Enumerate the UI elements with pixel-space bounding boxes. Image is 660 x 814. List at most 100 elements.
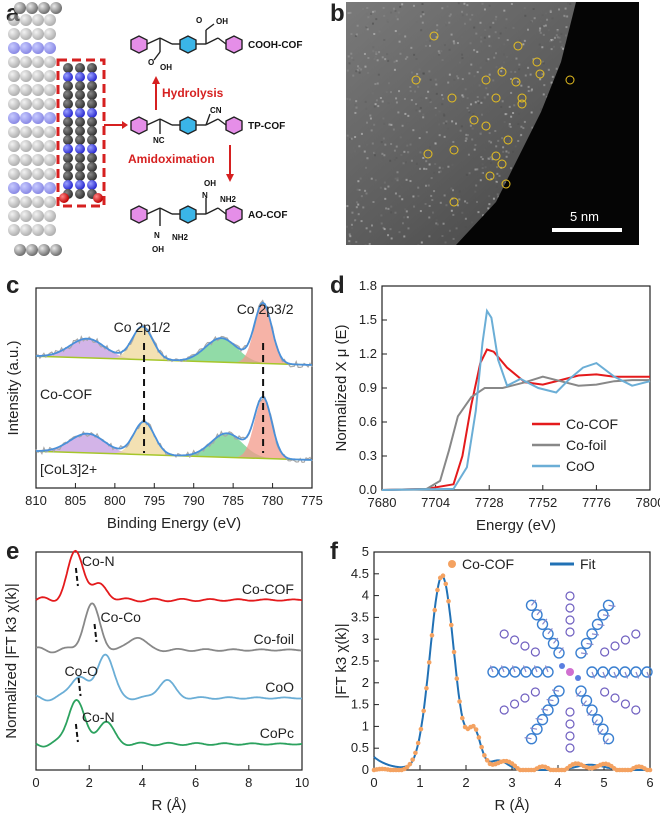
svg-text:NC: NC (153, 136, 165, 145)
chart-c-xps: 810 805 800 795 790 785 780 775 Binding Energy (… (5, 287, 323, 532)
stem-texture (422, 113, 425, 116)
stem-texture (375, 18, 378, 21)
stem-texture (366, 13, 369, 16)
x-tick-label: 780 (262, 493, 284, 508)
stem-texture (356, 188, 359, 191)
stem-texture (513, 104, 516, 107)
stem-texture (378, 30, 381, 33)
stem-texture (372, 200, 375, 203)
atom (75, 117, 85, 127)
y-tick-label: 0.3 (359, 448, 377, 463)
stem-texture (439, 201, 442, 204)
stem-texture (358, 145, 361, 148)
stem-texture (385, 207, 388, 210)
stem-texture (390, 237, 393, 240)
atom (87, 135, 97, 145)
stem-texture (421, 11, 424, 14)
ring (520, 666, 532, 678)
stem-texture (355, 240, 358, 243)
stem-texture (416, 73, 419, 76)
stem-texture (396, 179, 399, 182)
stem-texture (421, 21, 424, 24)
ring (620, 699, 631, 709)
atom (20, 126, 32, 138)
stem-texture (530, 89, 533, 92)
stem-texture (518, 68, 521, 71)
stem-texture (494, 18, 497, 21)
peak-marker (74, 723, 79, 743)
stem-texture (372, 225, 375, 228)
peak-marker (93, 623, 98, 643)
stem-texture (364, 189, 367, 192)
atom-marker (485, 171, 495, 181)
peak-annotation: Co-N (82, 709, 115, 725)
stem-texture (479, 66, 482, 69)
stem-texture (476, 50, 479, 53)
stem-texture (436, 24, 439, 27)
stem-texture (370, 177, 373, 180)
svg-text:O: O (148, 58, 154, 67)
stem-texture (400, 186, 403, 189)
stem-texture (465, 133, 468, 136)
stem-texture (429, 78, 432, 81)
stem-texture (422, 72, 425, 75)
ring (565, 591, 575, 601)
stem-texture (427, 184, 430, 187)
atom (44, 84, 56, 96)
stem-texture (448, 229, 451, 232)
stem-texture (383, 154, 386, 157)
spoke (524, 737, 532, 740)
atom (32, 182, 44, 194)
stem-texture (518, 39, 521, 42)
stem-texture (443, 135, 446, 138)
stem-texture (474, 144, 477, 147)
stem-texture (457, 77, 460, 80)
stem-texture (406, 122, 409, 125)
cof-stack-illustration (8, 2, 103, 256)
stem-texture (435, 222, 438, 225)
stem-texture (569, 2, 572, 5)
stem-texture (383, 228, 386, 231)
data-point (443, 581, 449, 587)
stem-texture (520, 133, 523, 136)
stem-texture (398, 231, 401, 234)
stem-texture (395, 97, 398, 100)
ring (536, 713, 549, 726)
stem-texture (505, 18, 508, 21)
stem-texture (510, 78, 513, 81)
atom (32, 168, 44, 180)
stem-texture (387, 82, 390, 85)
data-point (418, 726, 424, 732)
ring (553, 647, 565, 659)
stem-texture (396, 177, 399, 180)
stem-texture (441, 94, 444, 97)
atom (38, 2, 50, 14)
stem-texture (424, 44, 427, 47)
stem-texture (476, 168, 479, 171)
x-tick-label: 800 (104, 493, 126, 508)
stem-texture (547, 68, 550, 71)
stem-texture (401, 124, 404, 127)
ring (565, 615, 575, 625)
stem-texture (356, 69, 359, 72)
stem-texture (544, 24, 547, 27)
atom (8, 210, 20, 222)
stem-texture (469, 124, 472, 127)
stem-texture (346, 134, 349, 137)
x-tick-label: 7680 (368, 495, 397, 510)
atom (75, 135, 85, 145)
stem-texture (481, 167, 484, 170)
stem-texture (516, 80, 519, 83)
stem-texture (547, 87, 550, 90)
ring (602, 599, 615, 612)
cooh-cof-molecule (130, 23, 243, 61)
stem-texture (394, 9, 397, 12)
stem-texture (420, 96, 423, 99)
stem-texture (474, 168, 477, 171)
atom (32, 210, 44, 222)
label-ao-cof: AO-COF (248, 210, 287, 221)
stem-texture (354, 35, 357, 38)
atom-marker (491, 93, 501, 103)
ring (565, 603, 575, 613)
atom (87, 108, 97, 118)
